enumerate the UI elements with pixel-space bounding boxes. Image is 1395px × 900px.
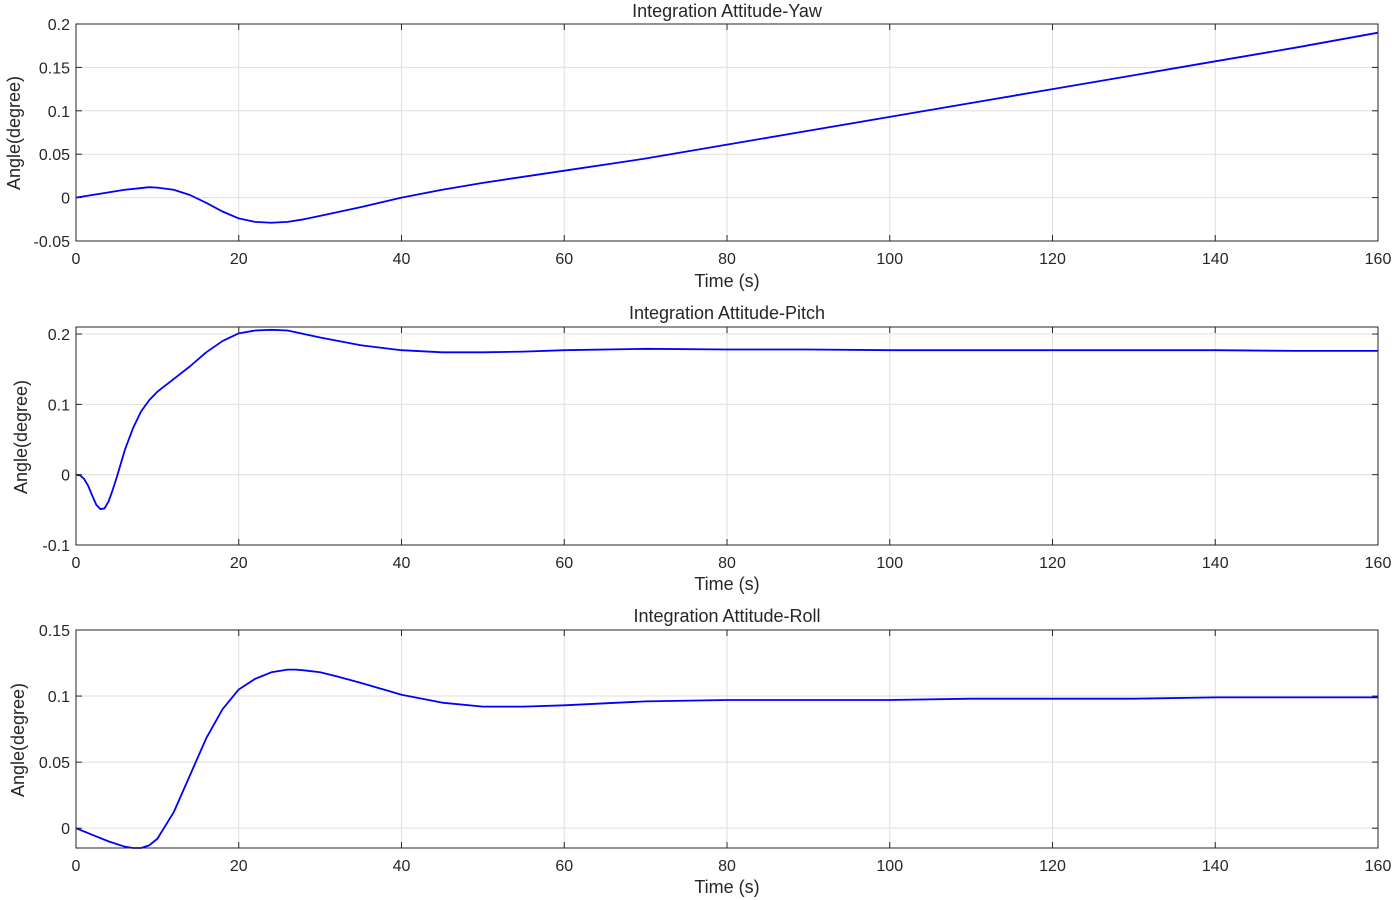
x-tick-label: 160: [1365, 858, 1392, 875]
x-tick-label: 20: [230, 858, 248, 875]
y-axis-label: Angle(degree): [4, 76, 24, 190]
y-tick-label: 0.1: [48, 104, 70, 121]
y-tick-label: 0.2: [48, 17, 70, 34]
series-line: [75, 31, 1379, 224]
y-tick-label: 0: [61, 191, 70, 208]
y-axis-label: Angle(degree): [8, 683, 28, 797]
x-tick-label: 20: [230, 555, 248, 572]
series-line: [75, 668, 1378, 849]
subplot-title: Integration Attitude-Roll: [633, 606, 820, 626]
subplot-title: Integration Attitude-Pitch: [629, 303, 825, 323]
y-tick-label: 0.2: [48, 327, 70, 344]
y-tick-label: 0.05: [39, 147, 70, 164]
x-axis-label: Time (s): [694, 271, 759, 291]
y-tick-label: 0: [61, 821, 70, 838]
x-tick-label: 160: [1365, 555, 1392, 572]
subplot-pitch: Integration Attitude-Pitch Angle(degree)…: [11, 303, 1391, 594]
y-tick-label: 0.1: [48, 397, 70, 414]
x-tick-label: 40: [393, 555, 411, 572]
x-tick-label: 0: [72, 858, 81, 875]
x-tick-label: 40: [393, 858, 411, 875]
x-tick-label: 60: [555, 251, 573, 268]
x-tick-label: 120: [1039, 555, 1066, 572]
y-axis-label: Angle(degree): [11, 380, 31, 494]
x-tick-label: 60: [555, 555, 573, 572]
x-tick-label: 80: [718, 858, 736, 875]
x-tick-label: 20: [230, 251, 248, 268]
x-tick-label: 100: [876, 251, 903, 268]
subplot-title: Integration Attitude-Yaw: [632, 1, 823, 21]
x-tick-label: 0: [72, 555, 81, 572]
x-axis-label: Time (s): [694, 574, 759, 594]
y-tick-label: 0.05: [39, 755, 70, 772]
y-tick-label: 0.15: [39, 623, 70, 640]
series-line: [75, 328, 1378, 511]
x-tick-label: 140: [1202, 251, 1229, 268]
x-tick-label: 0: [72, 251, 81, 268]
subplot-roll: Integration Attitude-Roll Angle(degree) …: [8, 606, 1391, 897]
y-tick-label: -0.1: [42, 538, 70, 555]
x-tick-label: 140: [1202, 555, 1229, 572]
x-tick-label: 120: [1039, 858, 1066, 875]
x-tick-label: 80: [718, 555, 736, 572]
y-tick-label: 0: [61, 468, 70, 485]
x-tick-label: 100: [876, 858, 903, 875]
y-tick-label: 0.15: [39, 60, 70, 77]
y-tick-label: -0.05: [34, 234, 71, 251]
x-tick-label: 160: [1365, 251, 1392, 268]
x-tick-label: 60: [555, 858, 573, 875]
x-axis-label: Time (s): [694, 877, 759, 897]
x-tick-label: 140: [1202, 858, 1229, 875]
subplot-yaw: Integration Attitude-Yaw Angle(degree) T…: [4, 1, 1391, 291]
x-tick-label: 80: [718, 251, 736, 268]
x-tick-label: 120: [1039, 251, 1066, 268]
x-tick-label: 100: [876, 555, 903, 572]
y-tick-label: 0.1: [48, 689, 70, 706]
x-tick-label: 40: [393, 251, 411, 268]
